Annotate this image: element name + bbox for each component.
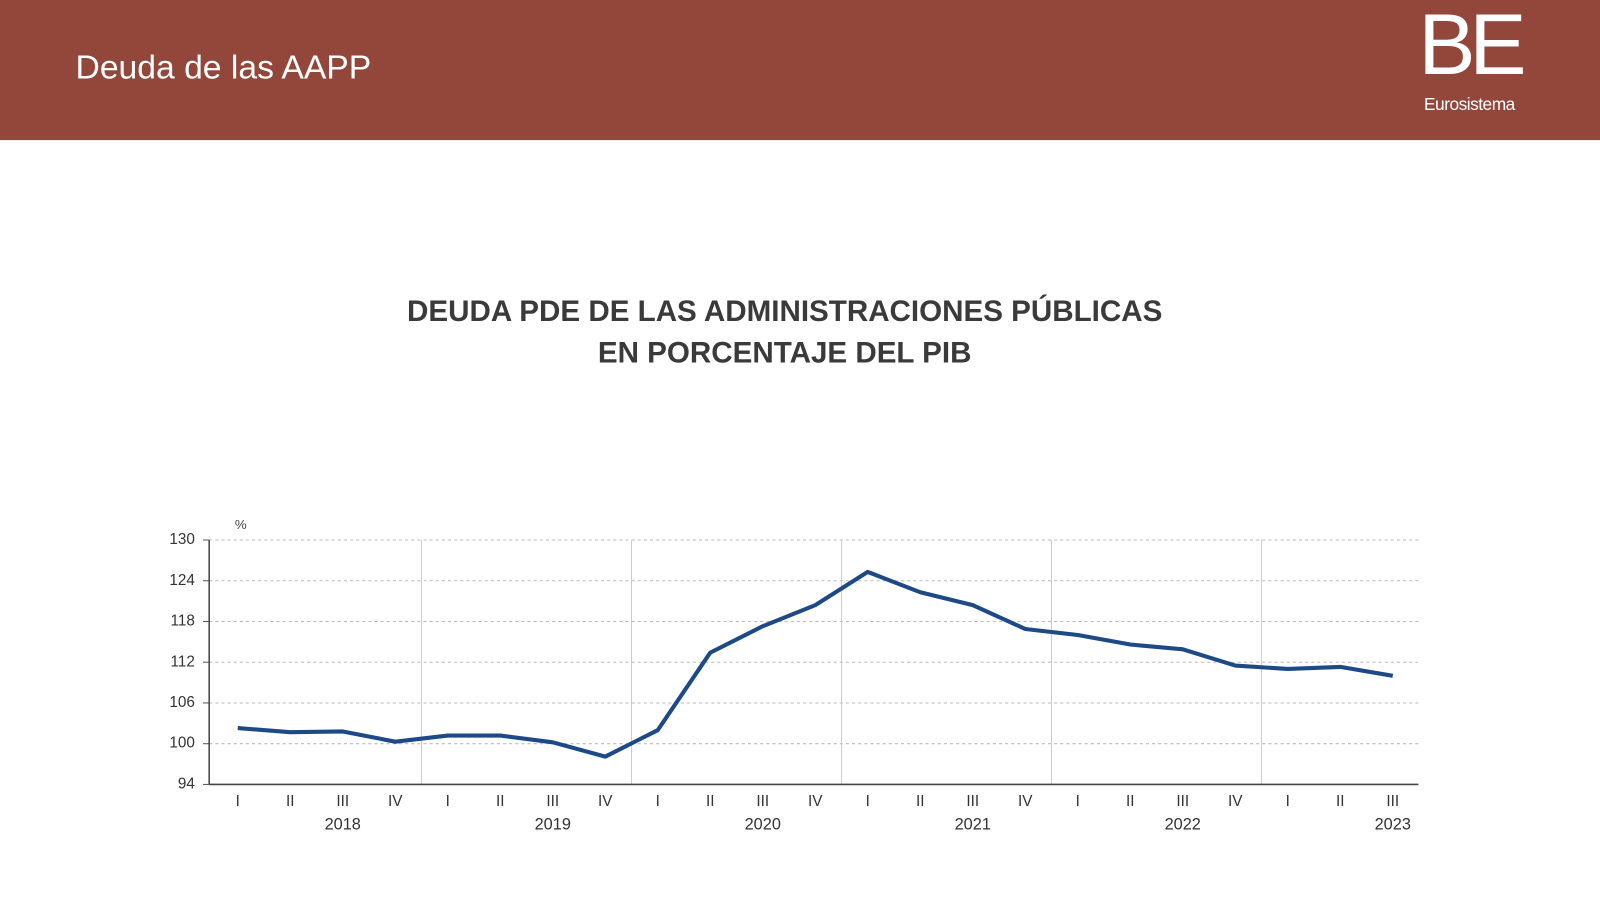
x-tick-label: II <box>286 793 295 810</box>
y-tick-label: 130 <box>169 531 195 548</box>
x-tick-label: III <box>1176 793 1189 810</box>
x-tick-label: I <box>656 793 660 810</box>
y-tick-label: 124 <box>169 572 195 589</box>
logo: BE <box>1418 0 1523 93</box>
year-label: 2023 <box>1375 816 1411 834</box>
x-tick-label: I <box>236 793 240 810</box>
header-bar <box>0 0 1600 141</box>
y-unit: % <box>235 517 247 532</box>
year-label: 2018 <box>325 816 361 834</box>
x-tick-label: II <box>706 793 715 810</box>
logo-subtitle: Eurosistema <box>1424 94 1516 114</box>
line-series <box>237 569 1394 759</box>
x-tick-label: III <box>756 793 769 810</box>
y-tick-label: 106 <box>169 694 195 711</box>
y-tick-label: 94 <box>178 775 195 792</box>
x-tick-label: III <box>1386 793 1399 810</box>
y-tick-label: 118 <box>171 613 195 630</box>
x-tick-label: I <box>446 793 450 810</box>
y-tick-label: 100 <box>169 735 195 752</box>
x-tick-label: I <box>866 793 870 810</box>
year-label: 2022 <box>1165 816 1201 834</box>
x-tick-label: IV <box>598 793 613 810</box>
x-tick-label: IV <box>1228 793 1243 810</box>
chart-title: DEUDA PDE DE LAS ADMINISTRACIONES PÚBLIC… <box>407 294 1162 328</box>
chart-title: EN PORCENTAJE DEL PIB <box>598 337 972 370</box>
x-tick-label: III <box>966 793 979 810</box>
x-tick-label: II <box>1126 793 1135 810</box>
x-tick-label: III <box>336 793 349 810</box>
year-label: 2020 <box>745 816 781 834</box>
header-title: Deuda de las AAPP <box>76 48 372 86</box>
x-tick-label: I <box>1286 793 1290 810</box>
x-tick-label: II <box>496 793 505 810</box>
x-tick-label: IV <box>808 793 823 810</box>
x-tick-label: IV <box>388 793 403 810</box>
x-tick-label: I <box>1076 793 1080 810</box>
year-label: 2021 <box>955 816 991 834</box>
year-label: 2019 <box>535 816 571 834</box>
x-tick-label: II <box>916 793 925 810</box>
x-tick-label: IV <box>1018 793 1033 810</box>
x-tick-label: II <box>1336 793 1345 810</box>
y-tick-label: 112 <box>171 653 195 670</box>
x-tick-label: III <box>546 793 559 810</box>
